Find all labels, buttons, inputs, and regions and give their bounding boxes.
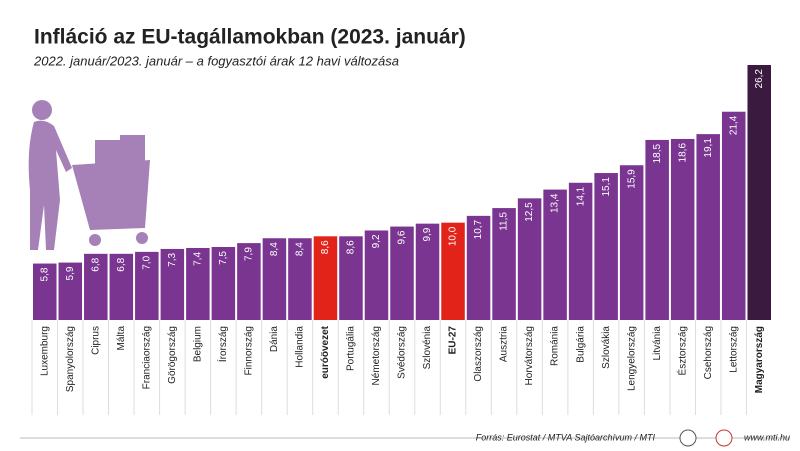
x-tick-label: EU-27 bbox=[448, 326, 459, 355]
x-tick-label: Ausztria bbox=[499, 326, 510, 363]
source: Forrás: Eurostat / MTVA Sajtóarchívum / … bbox=[476, 432, 656, 442]
x-tick-label: Lettország bbox=[728, 326, 739, 373]
value-label: 21,4 bbox=[728, 115, 739, 135]
value-label: 8,4 bbox=[295, 242, 306, 256]
bar bbox=[109, 253, 134, 320]
x-tick-label: Luxemburg bbox=[39, 326, 50, 376]
value-label: 10,0 bbox=[448, 226, 459, 246]
x-tick-label: Franciaország bbox=[141, 326, 152, 389]
value-label: 13,4 bbox=[550, 193, 561, 213]
bar bbox=[237, 243, 261, 320]
x-tick-label: Írország bbox=[216, 326, 229, 362]
value-label: 7,3 bbox=[167, 253, 178, 267]
x-tick-label: Olaszország bbox=[473, 326, 484, 382]
x-tick-label: Bulgária bbox=[575, 326, 586, 363]
x-tick-label: euróövezet bbox=[320, 325, 331, 378]
bar bbox=[262, 238, 287, 320]
x-tick-label: Belgium bbox=[193, 326, 204, 362]
bar bbox=[135, 251, 159, 320]
x-tick-label: Hollandia bbox=[295, 326, 306, 368]
bar bbox=[696, 134, 720, 320]
x-tick-label: Szlovákia bbox=[601, 326, 612, 369]
x-tick-label: Litvánia bbox=[652, 326, 663, 361]
chart-subtitle: 2022. január/2023. január – a fogyasztói… bbox=[33, 53, 399, 68]
value-label: 18,6 bbox=[677, 143, 688, 163]
value-label: 5,8 bbox=[39, 267, 50, 281]
bar bbox=[441, 222, 465, 320]
bar bbox=[313, 236, 338, 320]
value-label: 19,1 bbox=[703, 138, 714, 158]
shopper-illustration bbox=[28, 100, 150, 251]
value-label: 10,7 bbox=[473, 219, 484, 239]
x-tick-label: Portugália bbox=[346, 326, 357, 371]
bar bbox=[33, 263, 57, 320]
bar bbox=[517, 198, 542, 320]
x-tick-label: Horvátország bbox=[524, 326, 535, 385]
bar bbox=[568, 182, 593, 320]
logo bbox=[715, 429, 733, 447]
value-label: 9,2 bbox=[371, 234, 382, 248]
bar bbox=[415, 223, 440, 320]
value-label: 6,8 bbox=[90, 257, 101, 271]
bar bbox=[390, 226, 414, 320]
value-label: 14,1 bbox=[575, 186, 586, 206]
value-label: 15,1 bbox=[601, 177, 612, 197]
x-tick-label: Románia bbox=[550, 326, 561, 366]
x-tick-label: Észtország bbox=[675, 326, 688, 375]
website: www.mti.hu bbox=[744, 432, 790, 442]
x-tick-label: Málta bbox=[116, 326, 127, 351]
bar bbox=[721, 111, 746, 320]
x-tick-label: Dánia bbox=[269, 326, 280, 353]
value-label: 8,6 bbox=[320, 240, 331, 254]
bar bbox=[339, 236, 363, 320]
value-label: 11,5 bbox=[499, 212, 510, 231]
x-tick-label: Svédország bbox=[397, 326, 408, 379]
value-label: 6,8 bbox=[116, 257, 127, 271]
bar bbox=[364, 230, 389, 320]
value-label: 26,2 bbox=[754, 69, 765, 89]
bar bbox=[492, 208, 516, 320]
bar bbox=[58, 262, 83, 320]
bar bbox=[466, 215, 491, 320]
logo bbox=[679, 429, 697, 447]
value-label: 7,5 bbox=[218, 251, 229, 265]
bar bbox=[670, 138, 695, 320]
x-tick-label: Finnország bbox=[244, 326, 255, 375]
value-label: 7,4 bbox=[193, 252, 204, 266]
value-label: 9,9 bbox=[422, 227, 433, 241]
value-label: 7,0 bbox=[141, 255, 152, 269]
value-label: 9,6 bbox=[397, 230, 408, 244]
x-tick-label: Ciprus bbox=[90, 326, 101, 355]
value-label: 12,5 bbox=[524, 202, 535, 222]
bar bbox=[84, 253, 108, 320]
bar bbox=[619, 165, 644, 320]
chart-title: Infláció az EU-tagállamokban (2023. janu… bbox=[34, 26, 466, 49]
bar bbox=[160, 248, 185, 320]
x-tick-label: Csehország bbox=[703, 326, 714, 379]
bar bbox=[186, 247, 210, 320]
bar bbox=[645, 139, 669, 320]
value-label: 15,9 bbox=[626, 169, 637, 189]
x-tick-label: Németország bbox=[371, 326, 382, 385]
value-label: 18,5 bbox=[652, 144, 663, 164]
value-label: 7,9 bbox=[244, 247, 255, 261]
value-label: 8,4 bbox=[269, 242, 280, 256]
x-tick-label: Szlovénia bbox=[422, 326, 433, 370]
bar bbox=[288, 238, 312, 320]
value-label: 5,9 bbox=[65, 266, 76, 280]
bar bbox=[543, 189, 567, 320]
x-tick-label: Spanyolország bbox=[65, 326, 76, 392]
bar bbox=[747, 65, 771, 320]
x-tick-label: Magyarország bbox=[754, 326, 765, 393]
bar bbox=[211, 247, 236, 320]
value-label: 8,6 bbox=[346, 240, 357, 254]
bar bbox=[594, 173, 618, 320]
x-tick-label: Lengyelország bbox=[626, 326, 637, 391]
x-tick-label: Görögország bbox=[167, 326, 178, 384]
